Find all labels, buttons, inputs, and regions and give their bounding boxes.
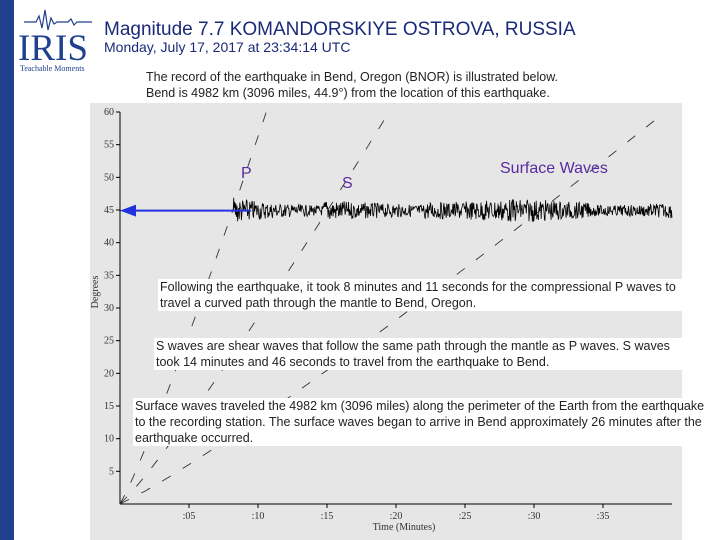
x-tick-label: :05 xyxy=(183,511,196,522)
surface-wave-annotation: Surface waves traveled the 4982 km (3096… xyxy=(133,398,709,446)
x-tick-label: :15 xyxy=(321,511,334,522)
y-axis-title: Degrees xyxy=(90,276,101,309)
left-accent-bar xyxy=(0,0,14,540)
x-tick-label: :10 xyxy=(252,511,265,522)
s-wave-label: S xyxy=(342,175,353,192)
iris-logo: IRIS Teachable Moments xyxy=(18,9,92,73)
y-tick-label: 50 xyxy=(104,172,114,183)
page-title: Magnitude 7.7 KOMANDORSKIYE OSTROVA, RUS… xyxy=(104,19,576,40)
logo-tagline: Teachable Moments xyxy=(20,64,85,73)
p-wave-label: P xyxy=(241,165,252,182)
surface-waves-label: Surface Waves xyxy=(500,160,608,177)
logo-wordmark: IRIS xyxy=(18,28,88,69)
y-tick-label: 20 xyxy=(104,368,114,379)
y-tick-label: 5 xyxy=(109,466,114,477)
page-subtitle: Monday, July 17, 2017 at 23:34:14 UTC xyxy=(104,39,351,55)
logo-seismogram-icon xyxy=(24,9,92,31)
x-tick-label: :30 xyxy=(528,511,541,522)
intro-line-2: Bend is 4982 km (3096 miles, 44.9°) from… xyxy=(146,86,550,100)
x-tick-label: :25 xyxy=(459,511,472,522)
x-tick-label: :20 xyxy=(390,511,403,522)
x-tick-label: :35 xyxy=(597,511,610,522)
s-wave-annotation: S waves are shear waves that follow the … xyxy=(154,338,688,370)
intro-text: The record of the earthquake in Bend, Or… xyxy=(146,69,558,101)
intro-line-1: The record of the earthquake in Bend, Or… xyxy=(146,70,559,84)
y-tick-label: 15 xyxy=(104,401,114,412)
y-tick-label: 25 xyxy=(104,336,114,347)
distance-arrow-head xyxy=(120,204,136,217)
y-tick-label: 45 xyxy=(104,205,114,216)
y-tick-label: 10 xyxy=(104,434,114,445)
y-tick-label: 40 xyxy=(104,238,114,249)
y-tick-label: 35 xyxy=(104,270,114,281)
p-wave-annotation: Following the earthquake, it took 8 minu… xyxy=(158,279,692,311)
distance-arrow xyxy=(120,204,252,217)
y-tick-label: 30 xyxy=(104,303,114,314)
x-axis-title: Time (Minutes) xyxy=(373,522,436,533)
y-tick-label: 55 xyxy=(104,140,114,151)
y-tick-label: 60 xyxy=(104,107,114,118)
plot-axes: 60 55 50 45 40 35 30 25 20 15 10 5 :05 :10 :15 :20 :25 :3… xyxy=(104,107,672,522)
plot-background xyxy=(90,103,682,540)
